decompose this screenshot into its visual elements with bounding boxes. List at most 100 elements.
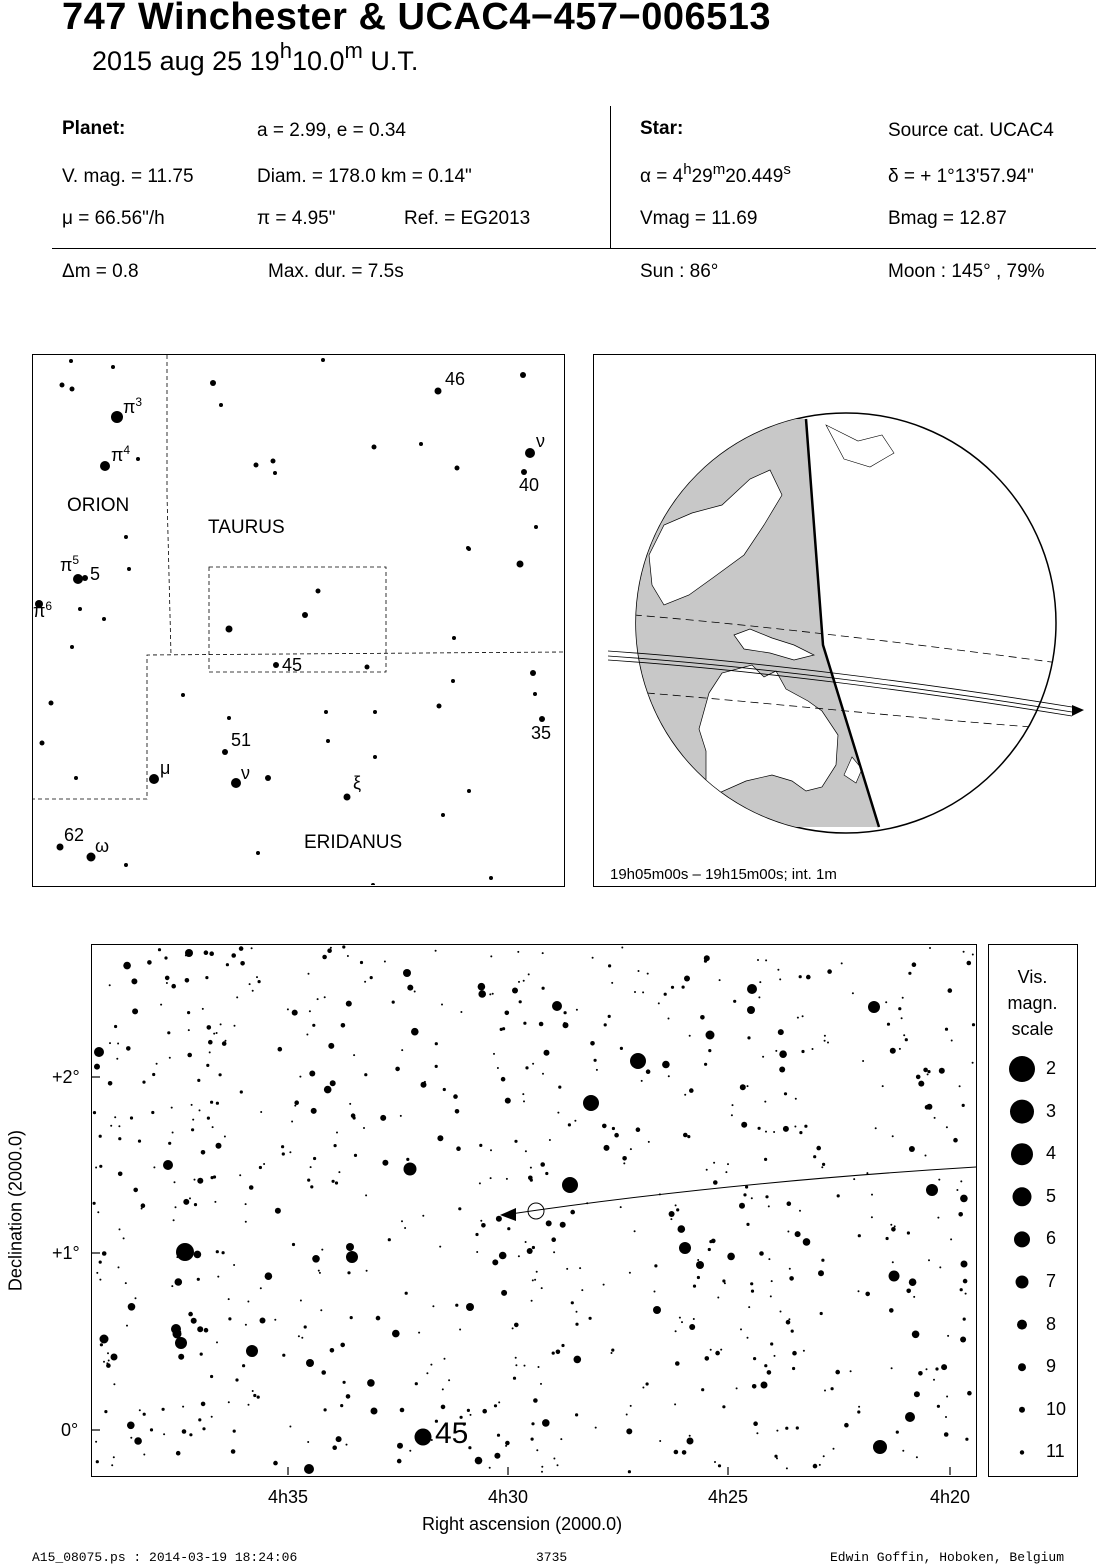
finder-star [74, 776, 78, 780]
map-star [515, 1364, 518, 1367]
map-star [785, 1426, 789, 1430]
map-star [181, 1429, 187, 1434]
map-star [187, 1029, 190, 1032]
map-star [434, 949, 437, 952]
map-star [947, 1334, 950, 1337]
map-star [746, 1222, 750, 1226]
map-star [629, 1148, 632, 1151]
map-star [782, 1125, 789, 1132]
map-star [971, 1061, 974, 1064]
map-star [171, 983, 176, 989]
map-star [92, 1111, 97, 1115]
map-star [342, 1380, 346, 1384]
map-star [489, 1177, 492, 1180]
map-star [765, 1130, 767, 1133]
finder-star [321, 358, 325, 362]
map-star [152, 1072, 156, 1077]
map-star [216, 1341, 218, 1344]
map-star [323, 996, 326, 999]
map-bright-star [873, 1440, 887, 1454]
map-star [595, 1068, 598, 1071]
map-star [857, 1410, 861, 1414]
star-label-46: 46 [445, 369, 466, 389]
legend-mag-dot [1011, 1143, 1033, 1166]
map-star [184, 978, 190, 983]
map-star [478, 1182, 481, 1185]
map-star [210, 1100, 214, 1104]
map-star [767, 1205, 770, 1208]
map-star [468, 1446, 472, 1450]
map-star [364, 1073, 368, 1077]
map-star [317, 1269, 320, 1272]
map-star [129, 1116, 134, 1120]
finder-star [373, 710, 377, 714]
boundary-orion-taurus [166, 355, 172, 656]
map-star [551, 1237, 556, 1242]
map-star [441, 1003, 443, 1006]
map-star [215, 1101, 219, 1105]
map-star [885, 1236, 889, 1241]
map-star [746, 1085, 749, 1088]
map-star [492, 1259, 499, 1266]
map-star [625, 1413, 628, 1416]
map-star [523, 1364, 526, 1367]
map-star [192, 1118, 195, 1121]
map-star [491, 992, 494, 995]
map-bright-star [562, 1177, 578, 1193]
map-star [765, 959, 768, 962]
map-star [540, 1162, 545, 1167]
map-star [561, 1343, 565, 1348]
map-star [434, 1064, 438, 1068]
map-star [512, 987, 518, 994]
map-star [174, 1278, 183, 1286]
map-star [259, 1317, 266, 1324]
map-star [312, 1023, 316, 1027]
map-star [622, 1156, 627, 1161]
path-arrow [1072, 705, 1084, 716]
star-label-pi4: π4 [111, 443, 131, 465]
map-star [687, 1135, 691, 1139]
map-star [380, 1114, 387, 1121]
map-star [459, 1415, 463, 1419]
map-star [670, 1218, 673, 1221]
map-star [593, 1058, 597, 1062]
map-star [966, 960, 972, 966]
finder-star [69, 359, 73, 363]
map-star [542, 1072, 544, 1075]
map-star [505, 1177, 508, 1180]
finder-star [225, 625, 233, 633]
map-star [819, 1311, 823, 1316]
map-star [579, 1267, 582, 1270]
map-star [945, 1416, 947, 1418]
map-star [762, 1055, 765, 1058]
map-star [801, 1049, 805, 1054]
map-star [160, 1003, 163, 1006]
map-star [127, 1421, 135, 1430]
map-star [936, 1404, 941, 1408]
legend-mag-dot [1009, 1056, 1035, 1082]
map-star [99, 1343, 103, 1347]
finder-star [56, 843, 64, 851]
star-label-45: 45 [282, 655, 303, 675]
legend-mag-label: 4 [1046, 1143, 1057, 1164]
map-star [634, 991, 636, 993]
map-star [441, 1388, 444, 1391]
map-star [411, 1027, 419, 1036]
map-star [277, 1046, 283, 1052]
map-star [971, 953, 974, 956]
map-star [527, 973, 530, 976]
star-label-5: 5 [90, 564, 101, 584]
map-star [857, 1234, 861, 1238]
map-star [331, 1179, 335, 1183]
map-star [560, 1438, 563, 1441]
map-star [274, 1207, 281, 1214]
finder-star [533, 692, 537, 696]
map-star [260, 1111, 263, 1113]
map-star [731, 1104, 734, 1107]
map-star [313, 1156, 317, 1161]
map-star [458, 1207, 462, 1211]
legend-mag-label: 8 [1046, 1313, 1057, 1334]
star-heading: Star: [640, 118, 684, 139]
map-star [792, 1366, 796, 1371]
map-star [197, 1177, 204, 1184]
